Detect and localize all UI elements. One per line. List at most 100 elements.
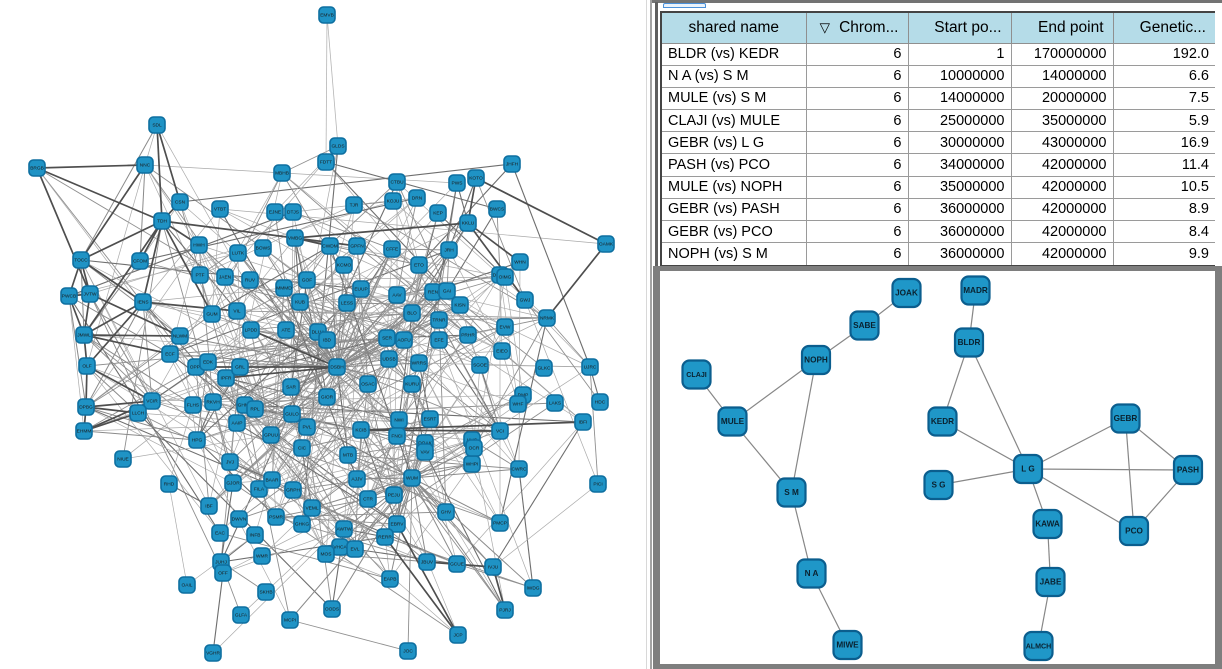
svg-text:MIWE: MIWE — [836, 640, 859, 649]
svg-text:VAV: VAV — [421, 450, 431, 456]
svg-text:MOS: MOS — [321, 552, 332, 558]
svg-text:PRHR: PRHR — [461, 333, 475, 339]
svg-text:GLFA: GLFA — [235, 613, 248, 619]
svg-text:L G: L G — [1021, 464, 1035, 473]
svg-text:FLHS: FLHS — [187, 403, 199, 409]
svg-text:KCIB: KCIB — [355, 428, 366, 434]
svg-text:GRPH: GRPH — [286, 488, 300, 494]
svg-text:KCMO: KCMO — [337, 263, 352, 269]
svg-text:SGOE: SGOE — [473, 363, 487, 369]
svg-text:PCO: PCO — [1125, 526, 1143, 535]
svg-text:JVTW: JVTW — [83, 292, 97, 298]
svg-text:RHD: RHD — [164, 482, 175, 488]
svg-text:JBUV: JBUV — [421, 560, 434, 566]
svg-text:DLUA: DLUA — [312, 330, 326, 336]
svg-text:JRH: JRH — [444, 248, 454, 254]
svg-text:AAV: AAV — [392, 293, 402, 299]
svg-text:SDL: SDL — [152, 123, 162, 129]
svg-text:IBD: IBD — [323, 338, 332, 344]
svg-text:PWCB: PWCB — [62, 294, 76, 300]
svg-text:GLKC: GLKC — [537, 366, 551, 372]
svg-text:LESS: LESS — [341, 301, 353, 307]
svg-text:TOCC: TOCC — [74, 258, 88, 264]
svg-text:JOAK: JOAK — [895, 288, 918, 297]
svg-text:DPBG: DPBG — [79, 405, 93, 411]
svg-text:VGHR: VGHR — [206, 651, 220, 657]
svg-text:SAR: SAR — [286, 385, 296, 391]
svg-text:HWH: HWH — [193, 243, 205, 249]
svg-text:NNC: NNC — [140, 163, 151, 169]
svg-text:S G: S G — [931, 480, 945, 489]
svg-text:OLF: OLF — [82, 364, 91, 370]
svg-text:JAEN: JAEN — [219, 275, 232, 281]
svg-text:BLDR: BLDR — [958, 338, 981, 347]
svg-text:MTB: MTB — [343, 453, 353, 459]
svg-text:OAIL: OAIL — [182, 583, 193, 589]
svg-text:GPUU: GPUU — [264, 433, 278, 439]
svg-text:EAC: EAC — [215, 531, 225, 537]
svg-text:JMWL: JMWL — [77, 333, 91, 339]
svg-text:RUV: RUV — [245, 278, 256, 284]
svg-text:GEBR: GEBR — [1114, 414, 1138, 423]
svg-text:PICI: PICI — [593, 482, 602, 488]
svg-text:ATE: ATE — [282, 328, 291, 334]
svg-text:AAIP: AAIP — [232, 421, 243, 427]
svg-text:MBHB: MBHB — [275, 171, 289, 177]
svg-text:VMBG: VMBG — [288, 236, 302, 242]
svg-text:JOC: JOC — [403, 649, 413, 655]
svg-text:BWCS: BWCS — [490, 207, 504, 213]
svg-text:GHKG: GHKG — [295, 522, 309, 528]
svg-text:SABE: SABE — [853, 321, 876, 330]
svg-text:OSAC: OSAC — [361, 382, 375, 388]
svg-text:GJOR: GJOR — [226, 481, 240, 487]
svg-text:ESRT: ESRT — [424, 417, 437, 423]
svg-text:INFB: INFB — [250, 533, 261, 539]
svg-text:GULO: GULO — [285, 412, 299, 418]
svg-text:VTBT: VTBT — [214, 207, 226, 213]
svg-text:AJJV: AJJV — [351, 477, 363, 483]
svg-text:IPFR: IPFR — [221, 376, 232, 382]
svg-text:IENS: IENS — [137, 300, 148, 306]
svg-text:VIL: VIL — [233, 309, 241, 315]
svg-text:GHMH: GHMH — [238, 403, 253, 409]
svg-text:OCR: OCR — [469, 446, 480, 452]
svg-text:GOF: GOF — [302, 278, 312, 284]
svg-text:NWI: NWI — [394, 418, 403, 424]
svg-text:GWJ: GWJ — [520, 298, 531, 304]
svg-text:GAI: GAI — [443, 289, 451, 295]
svg-text:PJRJ: PJRJ — [499, 608, 511, 614]
svg-text:GHV: GHV — [441, 510, 452, 516]
svg-text:DRN: DRN — [412, 196, 423, 202]
svg-text:BOWS: BOWS — [256, 246, 271, 252]
svg-text:CWDM: CWDM — [322, 244, 337, 250]
svg-text:KURU: KURU — [405, 382, 419, 388]
svg-text:WMR: WMR — [256, 554, 269, 560]
svg-text:EDK: EDK — [203, 360, 214, 366]
svg-text:GCUE: GCUE — [450, 562, 464, 568]
svg-text:MULE: MULE — [721, 417, 745, 426]
svg-text:EFE: EFE — [434, 338, 443, 344]
svg-text:KAWA: KAWA — [1035, 519, 1060, 528]
svg-text:EHMM: EHMM — [77, 429, 92, 435]
svg-text:IBFI: IBFI — [579, 420, 588, 426]
svg-text:KKLU: KKLU — [462, 221, 475, 227]
svg-text:MADR: MADR — [963, 286, 988, 295]
svg-text:SKHB: SKHB — [259, 590, 272, 596]
svg-text:KOTO: KOTO — [469, 176, 483, 182]
svg-text:BAAR: BAAR — [265, 478, 279, 484]
svg-text:KISN: KISN — [454, 303, 466, 309]
svg-text:JABE: JABE — [1040, 577, 1062, 586]
svg-text:IVJU: IVJU — [488, 565, 499, 571]
svg-text:CFOM: CFOM — [133, 259, 147, 265]
svg-text:NOPH: NOPH — [804, 355, 828, 364]
svg-text:FILA: FILA — [254, 487, 265, 493]
svg-text:LAKS: LAKS — [549, 401, 561, 407]
svg-text:ETO: ETO — [414, 263, 424, 269]
svg-text:KEP: KEP — [433, 211, 443, 217]
svg-text:BLO: BLO — [407, 311, 417, 317]
svg-text:DSBH: DSBH — [330, 365, 344, 371]
svg-text:GRL: GRL — [235, 365, 245, 371]
svg-text:PEJU: PEJU — [388, 493, 401, 499]
svg-text:CTBU: CTBU — [390, 180, 404, 186]
svg-text:N A: N A — [805, 569, 819, 578]
